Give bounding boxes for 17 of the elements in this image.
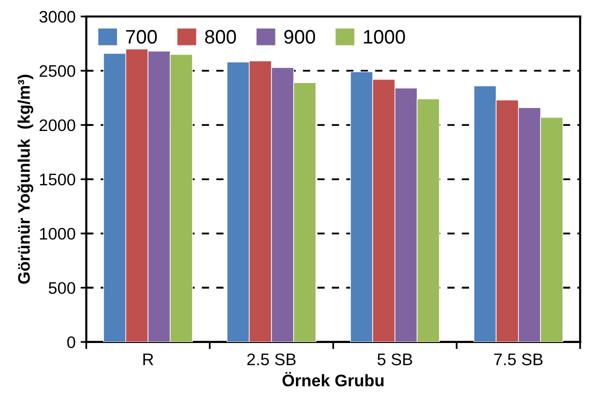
y-tick-label: 1000 (40, 228, 76, 240)
legend-label: 800 (205, 30, 236, 44)
y-tick-label: 0 (67, 336, 76, 348)
x-tick-label: 7.5 SB (494, 354, 543, 366)
x-tick-label: 5 SB (378, 354, 412, 366)
y-tick-label: 500 (48, 282, 76, 294)
y-axis-title: Görünür Yoğunluk (kg/m³) (17, 74, 34, 284)
y-tick-label: 2000 (40, 119, 76, 132)
legend-label: 700 (126, 30, 157, 44)
x-tick-label: 2.5 SB (247, 354, 296, 366)
legend-label: 1000 (364, 30, 405, 44)
y-tick-label: 3000 (39, 10, 76, 23)
legend-label: 900 (284, 30, 316, 44)
x-axis-title: Örnek Grubu (282, 372, 384, 386)
x-tick-label: R (143, 354, 154, 366)
y-tick-label: 2500 (40, 65, 76, 77)
y-tick-label: 1500 (40, 174, 76, 186)
